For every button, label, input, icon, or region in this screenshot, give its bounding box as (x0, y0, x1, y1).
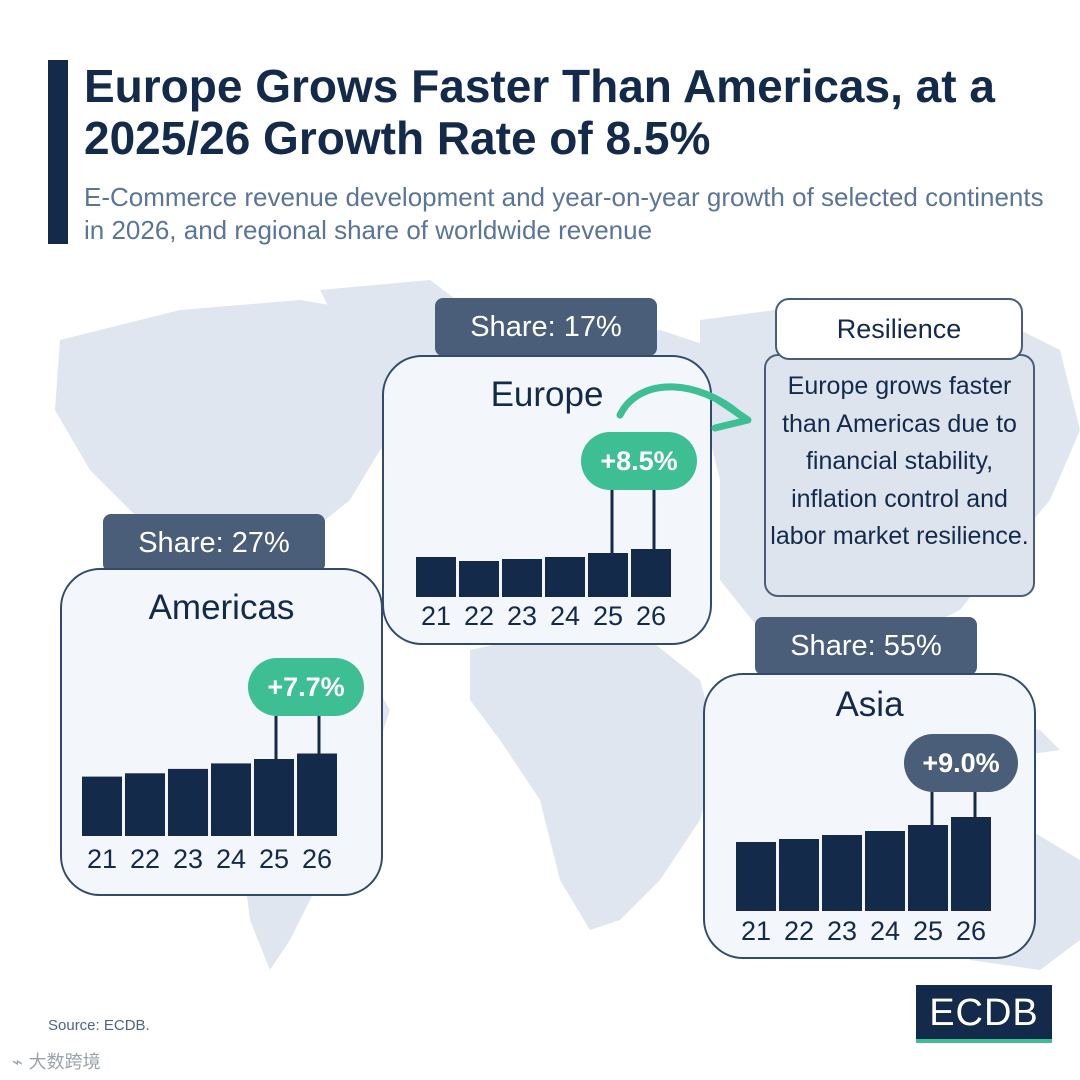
americas-bar-chart: 21 22 23 24 25 26 (82, 716, 337, 874)
tick-label-23: 23 (827, 916, 857, 946)
bar-22 (459, 561, 499, 597)
tick-label-24: 24 (870, 916, 900, 946)
resilience-heading: Resilience (775, 298, 1023, 360)
title-accent-bar (48, 60, 68, 244)
bar-21 (82, 776, 122, 836)
americas-title: Americas (148, 588, 295, 627)
asia-title: Asia (835, 685, 904, 724)
bar-21 (736, 842, 776, 911)
europe-card: Europe 21 22 23 24 25 26 +8.5% (382, 355, 712, 645)
europe-bar-chart: 21 22 23 24 25 26 (416, 490, 671, 631)
bar-26 (297, 753, 337, 836)
page-title: Europe Grows Faster Than Americas, at a … (84, 60, 995, 164)
bar-23 (168, 768, 208, 836)
bar-24 (545, 557, 585, 597)
bar-22 (125, 773, 165, 836)
europe-growth-pill: +8.5% (581, 432, 697, 490)
resilience-text-box: Europe grows faster than Americas due to… (764, 354, 1035, 597)
tick-label-25: 25 (593, 601, 623, 631)
americas-share-tab: Share: 27% (103, 514, 325, 572)
watermark: ⌁ 大数跨境 (12, 1048, 101, 1074)
tick-label-25: 25 (259, 844, 289, 874)
tick-label-21: 21 (87, 844, 117, 874)
watermark-text: 大数跨境 (28, 1052, 101, 1073)
bar-24 (865, 831, 905, 911)
asia-card: Asia 21 22 23 24 25 26 +9.0% (703, 673, 1036, 959)
americas-card: Americas 21 22 23 24 25 26 +7.7% (60, 568, 383, 896)
asia-bar-chart: 21 22 23 24 25 26 (736, 792, 991, 946)
europe-title: Europe (490, 375, 604, 414)
page-subtitle: E-Commerce revenue development and year-… (84, 182, 1044, 245)
tick-label-26: 26 (956, 916, 986, 946)
bar-22 (779, 839, 819, 911)
bar-23 (822, 835, 862, 911)
tick-label-21: 21 (741, 916, 771, 946)
tick-label-26: 26 (636, 601, 666, 631)
asia-share-tab: Share: 55% (755, 617, 977, 675)
tick-label-24: 24 (216, 844, 246, 874)
tick-label-23: 23 (507, 601, 537, 631)
tick-label-26: 26 (302, 844, 332, 874)
africa-shape (470, 630, 720, 930)
bar-25 (254, 759, 294, 836)
bar-23 (502, 559, 542, 597)
asia-growth-pill: +9.0% (904, 734, 1018, 792)
bar-25 (908, 825, 948, 911)
bar-26 (951, 817, 991, 911)
bar-26 (631, 549, 671, 597)
tick-label-22: 22 (784, 916, 814, 946)
callout-arrow (616, 383, 752, 432)
tick-label-21: 21 (421, 601, 451, 631)
bar-25 (588, 553, 628, 597)
bar-24 (211, 763, 251, 836)
bar-21 (416, 557, 456, 597)
tick-label-24: 24 (550, 601, 580, 631)
tick-label-22: 22 (464, 601, 494, 631)
tick-label-23: 23 (173, 844, 203, 874)
americas-growth-pill: +7.7% (248, 658, 364, 716)
tick-label-25: 25 (913, 916, 943, 946)
ecdb-logo: ECDB (916, 985, 1052, 1043)
greenland-shape (320, 280, 470, 355)
arrow-head (711, 396, 752, 432)
source-note: Source: ECDB. (48, 1017, 150, 1034)
europe-share-tab: Share: 17% (435, 298, 657, 356)
resilience-text: Europe grows faster than Americas due to… (770, 372, 1029, 550)
tick-label-22: 22 (130, 844, 160, 874)
watermark-icon: ⌁ (12, 1052, 23, 1073)
